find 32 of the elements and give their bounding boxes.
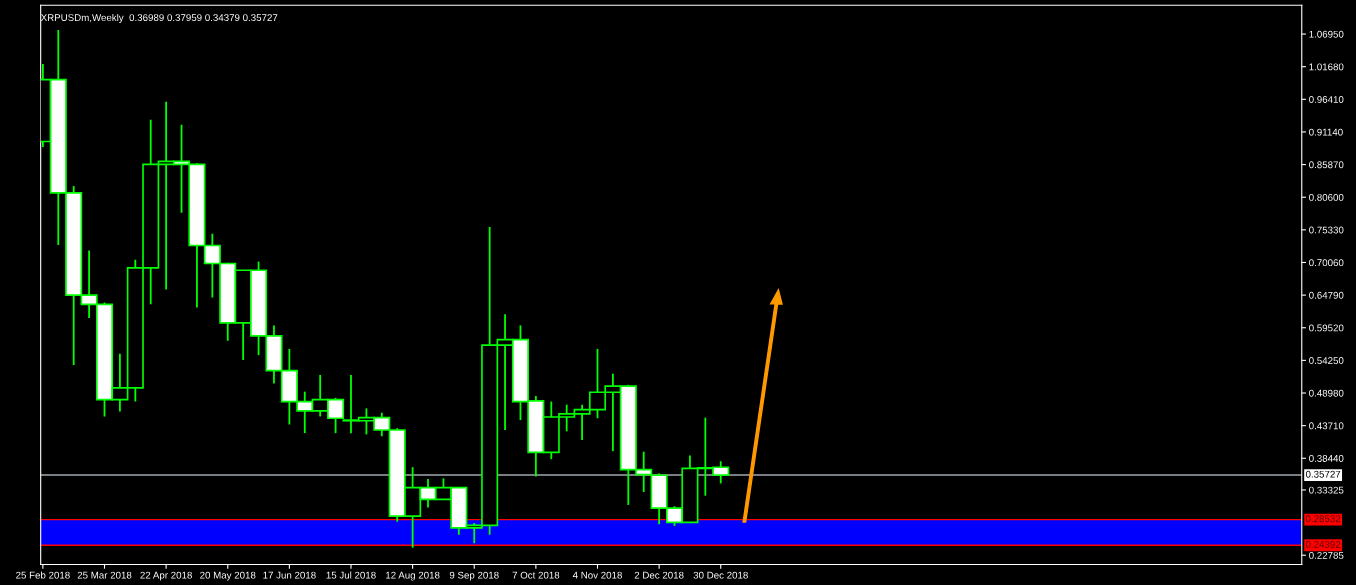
x-tick-label: 15 Jul 2018 — [326, 571, 376, 579]
x-tick-label: 25 Mar 2018 — [77, 571, 132, 579]
y-tick-label: 0.75330 — [1309, 226, 1344, 234]
y-tick-label: 0.91140 — [1309, 128, 1343, 136]
y-tick-label: 0.48980 — [1309, 389, 1344, 397]
y-tick-label: 1.01680 — [1309, 63, 1344, 71]
x-tick-label: 30 Dec 2018 — [693, 571, 748, 579]
ref-line-label: 0.24392 — [1305, 540, 1341, 548]
y-tick-label: 0.38440 — [1309, 455, 1344, 462]
x-tick-label: 12 Aug 2018 — [386, 571, 440, 581]
x-tick-label: 2 Dec 2018 — [634, 571, 684, 579]
x-tick-label: 17 Jun 2018 — [263, 571, 316, 579]
x-tick-label: 4 Nov 2018 — [572, 571, 622, 579]
y-tick-label: 0.80600 — [1309, 193, 1344, 201]
y-tick-label: 0.70060 — [1309, 259, 1344, 267]
y-tick-label: 0.54250 — [1309, 357, 1344, 364]
y-tick-label: 0.59520 — [1309, 324, 1344, 332]
y-tick-label: 0.43710 — [1309, 422, 1344, 430]
x-tick-label: 20 May 2018 — [200, 571, 256, 581]
x-tick-label: 22 Apr 2018 — [140, 571, 192, 581]
y-tick-label: 0.64790 — [1309, 291, 1344, 299]
x-tick-label: 25 Feb 2018 — [16, 571, 70, 579]
text: XRPUSDm,Weekly 0.36989 0.37959 0.34379 0.35727 — [40, 13, 278, 23]
x-tick-label: 9 Sep 2018 — [449, 571, 499, 581]
x-tick-label: 7 Oct 2018 — [512, 571, 560, 579]
y-tick-label: 0.33325 — [1309, 486, 1344, 494]
y-tick-label: 0.22785 — [1309, 551, 1344, 559]
ref-line-label: 0.28532 — [1305, 515, 1341, 523]
y-tick-label: 0.85870 — [1309, 161, 1344, 169]
ref-line-label: 0.35727 — [1305, 470, 1341, 478]
y-tick-label: 0.96410 — [1309, 96, 1344, 103]
y-tick-label: 1.06950 — [1309, 30, 1344, 38]
